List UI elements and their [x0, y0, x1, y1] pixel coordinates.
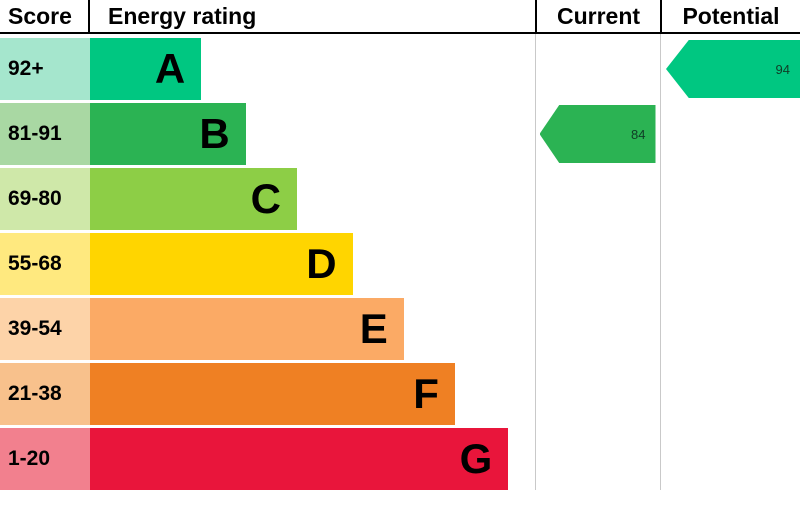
band-letter-d: D [306, 240, 337, 287]
rating-bar-b: B [90, 103, 246, 165]
band-row-d: 55-68 D [0, 233, 800, 298]
potential-column-divider [660, 34, 661, 490]
score-label-b: 81-91 [0, 103, 90, 165]
band-letter-c: C [250, 175, 281, 222]
band-letter-a: A [154, 45, 186, 92]
current-column-divider [535, 34, 536, 490]
score-label-d: 55-68 [0, 233, 90, 295]
header-current: Current [535, 0, 660, 32]
rating-bar-c: C [90, 168, 297, 230]
band-letter-e: E [359, 305, 388, 352]
chart-body: 92+ A 94 81-91 B 84 [0, 34, 800, 520]
score-label-e: 39-54 [0, 298, 90, 360]
header-energy-rating: Energy rating [108, 2, 257, 29]
band-row-b: 81-91 B 84 [0, 103, 800, 168]
band-letter-b: B [199, 110, 230, 157]
rating-bar-d: D [90, 233, 353, 295]
score-label-c: 69-80 [0, 168, 90, 230]
band-row-a: 92+ A 94 [0, 38, 800, 103]
current-value: 84 [631, 126, 646, 142]
rating-bar-f: F [90, 363, 455, 425]
current-rating-arrow: 84 [539, 105, 656, 163]
header-row: Score Energy rating Current Potential [0, 0, 800, 34]
potential-value: 94 [775, 61, 790, 77]
potential-rating-arrow: 94 [666, 40, 800, 98]
score-label-a: 92+ [0, 38, 90, 100]
rating-bar-g: G [90, 428, 509, 490]
rating-bar-e: E [90, 298, 404, 360]
header-score: Score [0, 0, 90, 32]
score-label-f: 21-38 [0, 363, 90, 425]
band-row-e: 39-54 E [0, 298, 800, 363]
band-letter-f: F [413, 370, 439, 417]
band-row-g: 1-20 G [0, 428, 800, 493]
rating-bar-a: A [90, 38, 202, 100]
band-row-f: 21-38 F [0, 363, 800, 428]
band-letter-g: G [459, 435, 493, 482]
band-row-c: 69-80 C [0, 168, 800, 233]
score-label-g: 1-20 [0, 428, 90, 490]
header-potential: Potential [660, 0, 800, 32]
